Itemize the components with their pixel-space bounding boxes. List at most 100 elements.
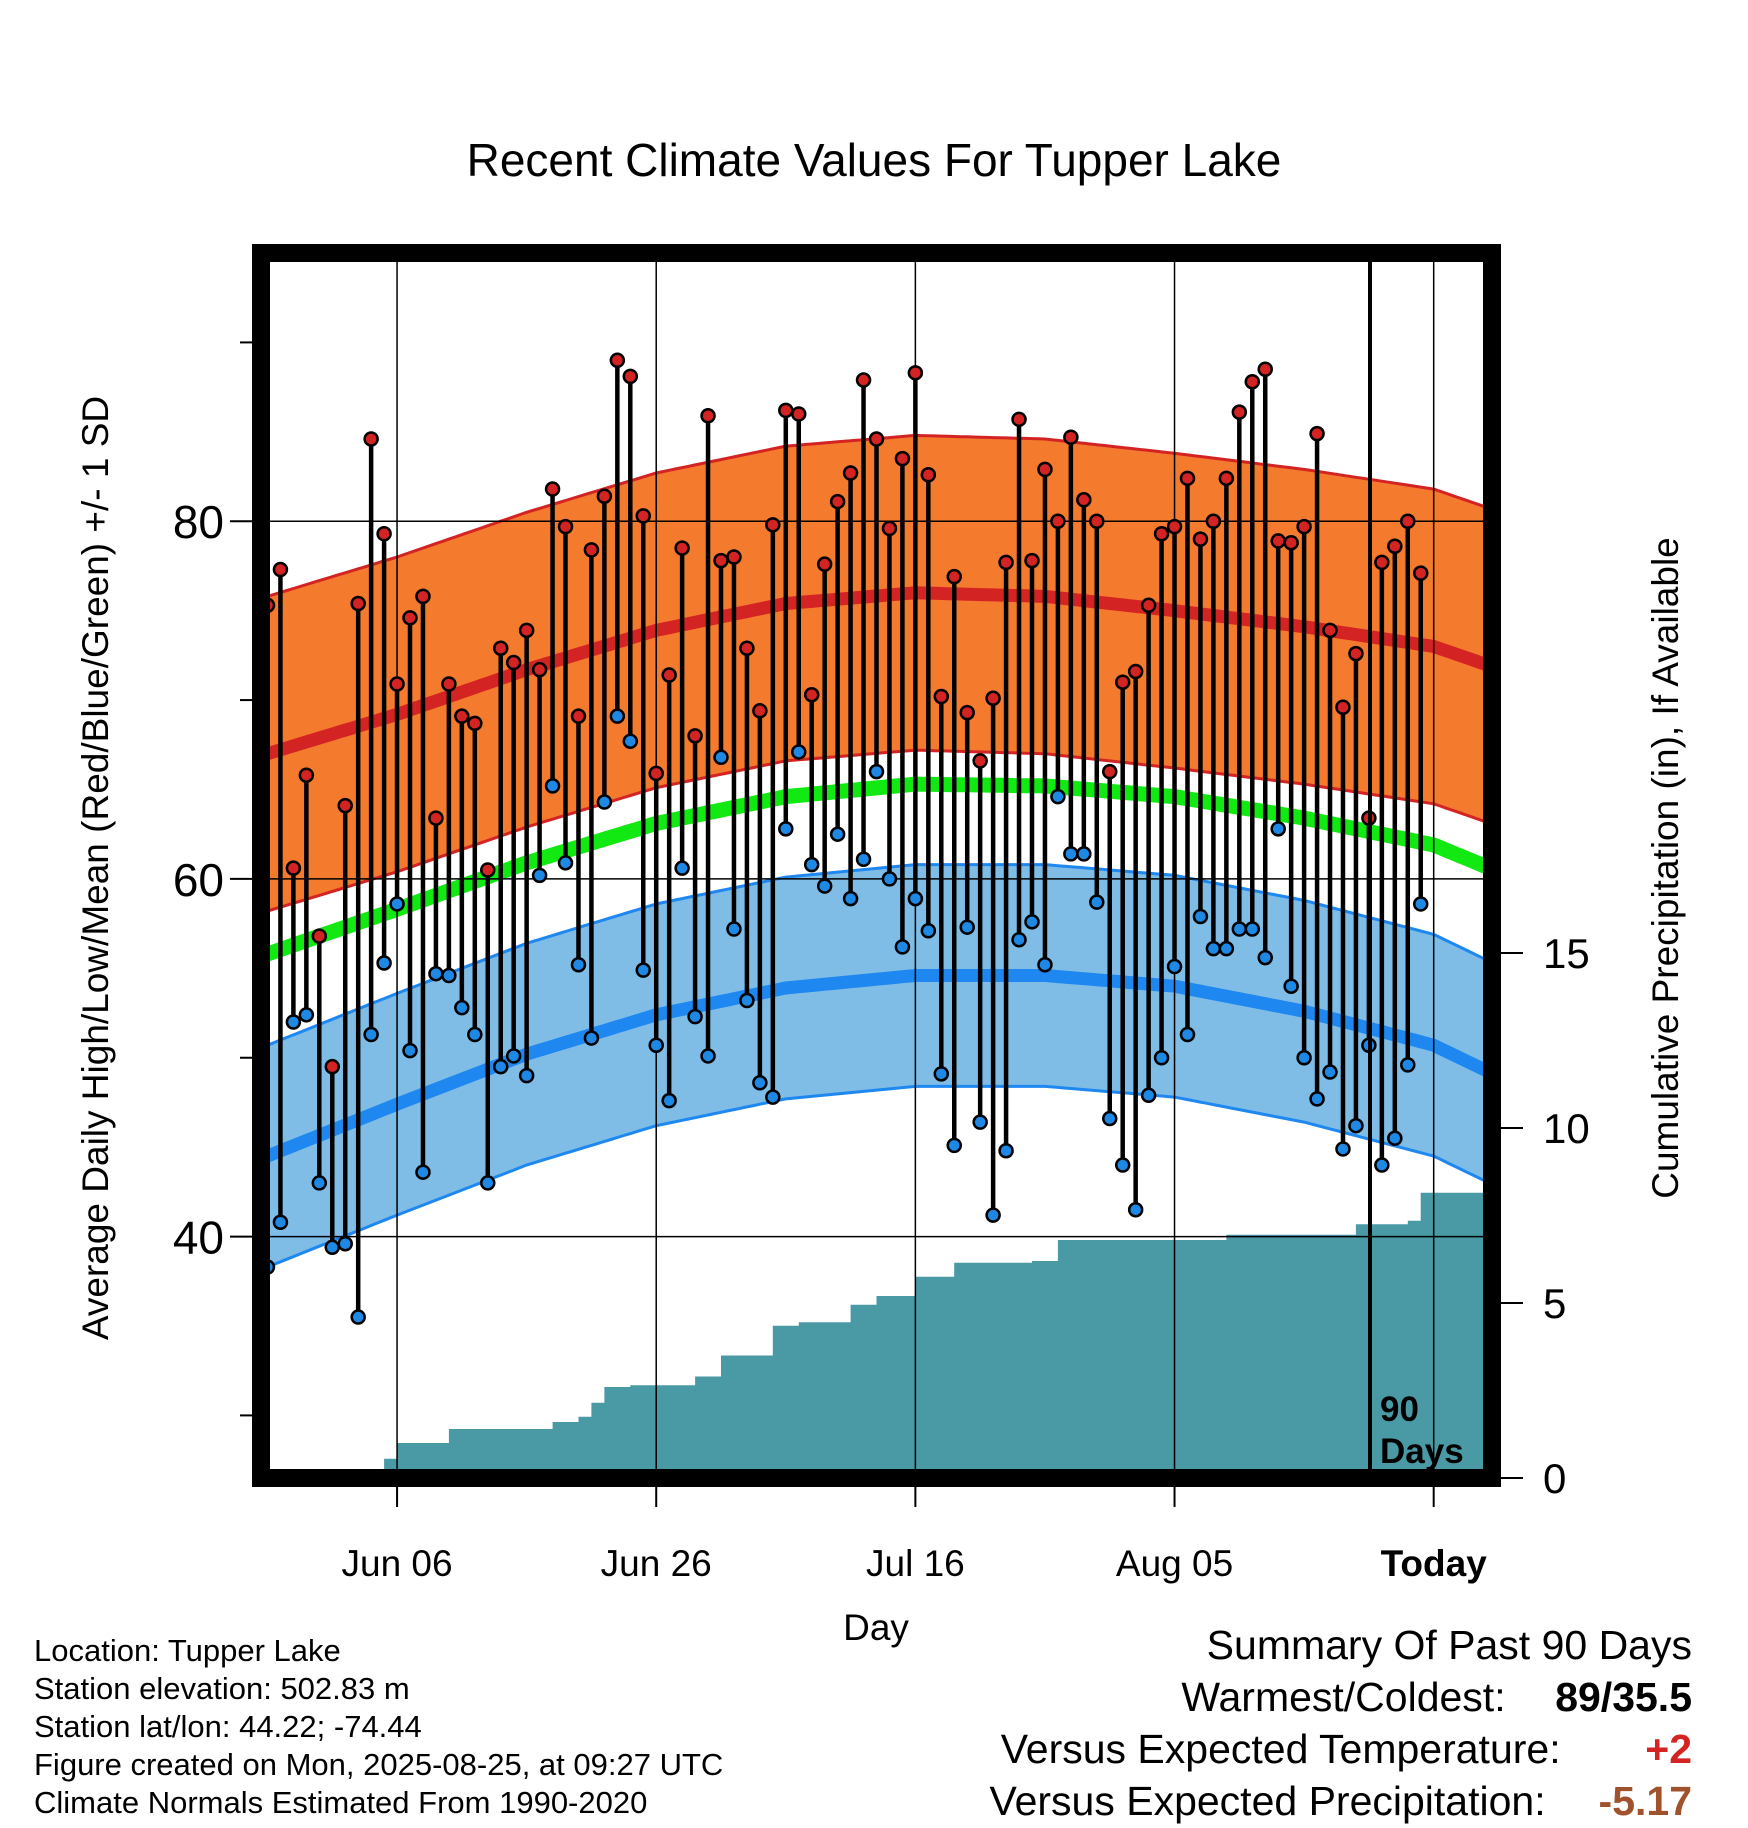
daily-low-point [1309,1091,1325,1107]
daily-low-point [1283,978,1299,994]
daily-high-point [1244,374,1261,390]
daily-high-point [1283,534,1299,551]
low-band-upper-edge [266,863,1487,1047]
daily-low-point [661,1092,677,1109]
daily-low-point [428,965,444,982]
daily-low-point [285,1014,302,1030]
x-tick-label: Jun 06 [342,1543,453,1584]
plot-frame [252,244,1501,1487]
daily-low-point [946,1137,962,1154]
daily-low-point [480,1175,496,1191]
daily-low-point [454,999,470,1016]
daily-high-point [713,552,729,569]
daily-low-point [311,1175,328,1191]
daily-high-point [1296,518,1312,535]
daily-high-point [700,407,716,424]
daily-low-point [1205,940,1222,957]
precip-departure-value: -5.17 [1598,1778,1692,1824]
daily-low-point [1114,1157,1131,1173]
daily-low-point [1101,1110,1118,1127]
daily-low-point [829,826,846,842]
daily-high-point [1127,663,1144,680]
daily-high-point [1270,533,1286,549]
daily-high-point [1400,513,1416,529]
daily-low-point [596,794,613,810]
daily-high-point [1101,763,1118,780]
daily-low-point [376,955,392,971]
daily-low-point [972,1114,988,1130]
daily-high-point [1322,622,1338,639]
station-info: Location: Tupper Lake Station elevation:… [34,1632,723,1822]
daily-low-point [570,957,587,973]
daily-high-point [907,365,924,381]
daily-high-point [1179,470,1196,487]
daily-low-point [583,1030,600,1046]
daily-high-point [570,708,587,724]
elevation-text: Station elevation: 502.83 m [34,1671,410,1706]
temp-departure-row: Versus Expected Temperature: +2 [1001,1726,1692,1773]
daily-high-point [1076,492,1092,508]
low-band-lower-edge [266,1084,1487,1269]
daily-low-point [674,860,690,876]
daily-low-point [1166,958,1183,975]
daily-high-point [635,508,652,524]
daily-low-point [1374,1157,1390,1173]
daily-low-point [1192,908,1209,925]
x-tick-label: Jun 26 [601,1543,712,1584]
daily-high-point [467,715,483,732]
daily-low-point [752,1075,768,1091]
daily-high-point [1231,404,1248,420]
daily-low-point [389,896,405,912]
y-tick-label: 40 [173,1212,224,1264]
daily-high-point [661,667,677,683]
daily-high-point [402,610,418,626]
daily-low-point [337,1235,353,1252]
y2-tick-label: 10 [1543,1105,1590,1152]
daily-high-point [337,797,353,814]
daily-high-point [868,431,885,447]
created-text: Figure created on Mon, 2025-08-25, at 09… [34,1747,724,1782]
daily-low-point [1153,1049,1170,1066]
location-text: Location: Tupper Lake [34,1633,341,1668]
daily-low-point [1140,1087,1157,1104]
daily-low-point [363,1026,379,1043]
y-tick-label: 60 [173,854,224,906]
daily-high-point [311,928,328,944]
y-axis-label: Average Daily High/Low/Mean (Red/Blue/Gr… [75,396,116,1340]
daily-low-point [933,1066,950,1082]
daily-high-point [816,556,833,572]
daily-low-point [1335,1141,1351,1157]
daily-low-point [1412,896,1429,912]
daily-low-point [726,921,742,937]
precip-departure-label: Versus Expected Precipitation: [989,1778,1546,1824]
daily-high-point [1166,518,1183,535]
daily-high-point [998,554,1014,571]
daily-low-point [855,851,872,867]
daily-high-point [505,654,522,671]
y2-tick-label: 15 [1543,930,1590,977]
daily-low-point [1244,921,1261,937]
daily-low-point [1179,1026,1196,1043]
daily-high-point [376,526,392,542]
daily-low-point [998,1142,1014,1159]
daily-low-point [609,708,626,724]
daily-high-point [803,686,820,703]
daily-low-point [1050,788,1066,805]
daily-high-point [778,402,794,419]
daily-low-point [1024,914,1040,930]
daily-high-point [454,708,470,724]
daily-high-point [1412,565,1429,581]
daily-low-point [1270,821,1286,837]
daily-high-point [855,372,872,388]
daily-low-point [1011,931,1027,948]
warmest-coldest-value: 89/35.5 [1555,1674,1692,1720]
daily-high-point [622,368,639,385]
daily-high-point [1387,538,1403,555]
daily-high-point [752,703,768,719]
daily-low-point [1348,1117,1364,1134]
daily-low-point [1063,846,1079,862]
daily-high-point [1114,674,1131,690]
x-tick-label: Today [1381,1543,1488,1584]
y2-tick-label: 5 [1543,1280,1566,1327]
daily-low-point [959,919,975,935]
